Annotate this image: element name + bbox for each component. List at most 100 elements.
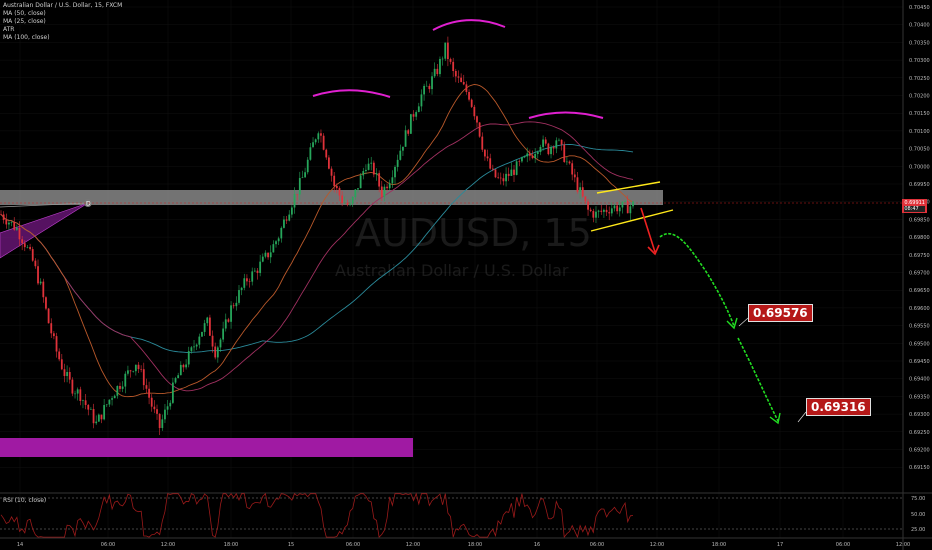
rsi-legend[interactable]: RSI (10, close): [3, 497, 47, 504]
candle-body: [476, 116, 478, 123]
candle-body: [539, 146, 542, 153]
candle-body: [5, 219, 8, 225]
candle-body: [613, 205, 616, 209]
candle-body: [296, 194, 299, 195]
candle-body: [528, 153, 531, 156]
time-axis[interactable]: 14 06:00 12:00 18:00 15 06:00 12:00 18:00 16 06:0…: [17, 542, 910, 548]
candle-body: [362, 171, 365, 176]
candle-body: [621, 201, 624, 208]
candle-body: [34, 260, 37, 267]
candle-body: [50, 323, 53, 334]
candle-body: [584, 196, 587, 202]
candle-body: [444, 42, 447, 59]
candle-body: [550, 147, 552, 155]
candle-body: [502, 178, 505, 182]
price-tick-label: 0.69400: [909, 377, 930, 383]
candle-body: [90, 409, 92, 410]
candle-body: [164, 409, 166, 420]
candle-body: [206, 317, 209, 324]
candle-body: [558, 139, 560, 141]
candle-body: [505, 173, 507, 182]
price-tick-label: 0.70200: [909, 94, 930, 100]
candle-body: [555, 140, 558, 149]
candle-body: [449, 59, 452, 62]
candle-body: [386, 186, 388, 189]
candle-body: [439, 58, 441, 75]
current-price-badge: 0.69911 08:47: [902, 199, 927, 213]
candle-body: [494, 169, 497, 178]
right-shoulder-arc: [528, 111, 604, 119]
indicator-ma50[interactable]: MA (50, close): [3, 10, 46, 17]
symbol-title: Australian Dollar / U.S. Dollar, 15, FXC…: [3, 2, 123, 9]
watermark-symbol: AUDUSD, 15: [355, 211, 592, 255]
indicator-ma25[interactable]: MA (25, close): [3, 18, 46, 25]
candle-body: [592, 211, 595, 218]
candle-body: [589, 209, 592, 212]
price-tick-label: 0.69450: [909, 359, 930, 365]
candle-body: [74, 393, 76, 395]
time-tick-label: 06:00: [101, 542, 115, 548]
candle-body: [153, 406, 156, 410]
indicator-ma100[interactable]: MA (100, close): [3, 34, 50, 41]
time-tick-label: 14: [17, 542, 23, 548]
candle-body: [108, 399, 111, 405]
candle-body: [409, 114, 412, 134]
price-axis[interactable]: 0.70450 0.70400 0.70350 0.70300 0.70250 0.702…: [909, 5, 930, 471]
target-1-label: 0.69576: [748, 304, 813, 322]
price-tick-label: 0.70100: [909, 129, 930, 135]
candle-body: [174, 378, 177, 383]
candle-body: [436, 68, 439, 75]
candle-body: [431, 76, 433, 90]
candle-body: [595, 211, 597, 218]
candle-body: [618, 207, 621, 212]
candle-body: [79, 389, 82, 402]
candle-body: [288, 214, 291, 221]
candle-body: [412, 114, 415, 117]
candle-body: [2, 214, 5, 220]
candle-body: [404, 130, 407, 147]
candle-body: [31, 249, 34, 261]
candle-body: [142, 369, 145, 386]
candle-body: [544, 139, 547, 144]
candle-body: [156, 409, 158, 414]
candle-body: [407, 130, 410, 134]
price-tick-label: 0.69250: [909, 430, 930, 436]
indicator-atr[interactable]: ATR: [3, 26, 15, 33]
candle-body: [95, 421, 98, 424]
time-tick-label: 06:00: [836, 542, 850, 548]
candle-body: [100, 414, 103, 420]
candle-body: [600, 210, 603, 212]
candle-body: [283, 219, 285, 228]
candle-body: [478, 122, 481, 137]
candle-body: [238, 290, 240, 303]
candle-body: [267, 252, 269, 258]
candle-body: [552, 147, 555, 149]
price-tick-label: 0.69850: [909, 217, 930, 223]
rsi-tick-label: 75.00: [911, 496, 925, 502]
candle-body: [415, 112, 418, 117]
candle-body: [8, 222, 10, 225]
candle-body: [518, 161, 521, 162]
candle-body: [23, 243, 26, 248]
candle-body: [335, 185, 338, 189]
candle-body: [148, 388, 150, 398]
projection-arrow-1: [726, 317, 738, 330]
time-tick-label: 16: [534, 542, 540, 548]
daily-marker-label: D: [86, 201, 91, 208]
candle-body: [76, 389, 79, 394]
candle-body: [277, 238, 280, 242]
candle-body: [124, 373, 127, 387]
candle-body: [182, 364, 185, 368]
candle-body: [209, 317, 211, 336]
candle-body: [29, 247, 31, 250]
candle-body: [394, 166, 396, 178]
candle-body: [521, 157, 523, 162]
ma-line: [0, 121, 634, 392]
candle-body: [470, 99, 473, 107]
candle-body: [367, 163, 370, 170]
candle-body: [230, 305, 232, 322]
candle-body: [563, 144, 566, 163]
candle-body: [47, 308, 50, 324]
candle-body: [507, 173, 510, 176]
